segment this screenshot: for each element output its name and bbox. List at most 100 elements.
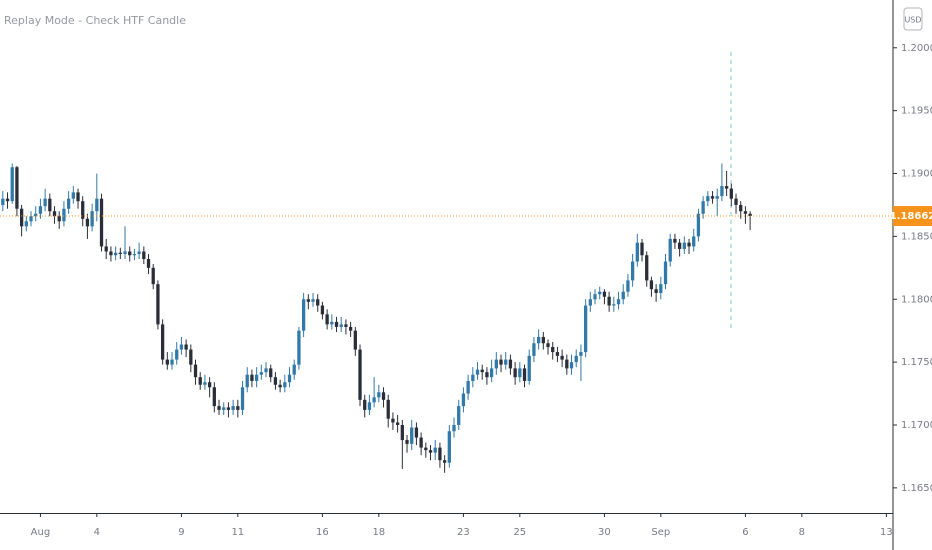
candle-body	[231, 406, 235, 410]
candle-body	[128, 251, 132, 256]
candle-body	[706, 196, 710, 202]
candle-body	[142, 251, 146, 260]
candle-body	[269, 368, 273, 378]
candle-body	[569, 362, 574, 369]
candle-body	[555, 352, 560, 356]
candle-body	[654, 289, 658, 293]
currency-label[interactable]: USD	[904, 16, 921, 25]
candle-body	[311, 299, 315, 302]
candle-body	[677, 242, 682, 249]
candle-body	[466, 380, 470, 394]
x-tick-label: 9	[178, 527, 184, 538]
candle-body	[729, 188, 733, 199]
candle-body	[461, 393, 466, 407]
y-tick-label: 1.18000	[901, 294, 932, 305]
candle-body	[612, 304, 616, 306]
candle-body	[90, 211, 94, 227]
currency-button[interactable]	[903, 7, 923, 31]
candle-body	[734, 198, 738, 205]
candle-body	[710, 196, 715, 199]
candle-body	[57, 216, 61, 222]
x-tick-label: 30	[598, 527, 611, 538]
candle-body	[278, 384, 282, 388]
candle-body	[203, 382, 207, 385]
candle-body	[71, 192, 75, 199]
x-tick-label: 11	[231, 527, 244, 538]
candle-body	[485, 372, 489, 378]
candle-body	[52, 211, 57, 217]
candle-body	[156, 284, 160, 325]
candle-body	[217, 406, 221, 410]
y-tick-label: 1.16500	[901, 483, 932, 494]
candle-body	[189, 349, 193, 365]
candle-body	[104, 246, 108, 252]
candle-body	[348, 326, 353, 331]
candle-body	[10, 167, 14, 202]
x-tick-label: 6	[742, 527, 748, 538]
candle-body	[579, 352, 583, 356]
candle-body	[236, 406, 240, 410]
candle-body	[99, 198, 104, 247]
candle-body	[583, 305, 588, 353]
candle-body	[419, 437, 423, 448]
candle-body	[372, 397, 376, 403]
y-tick-label: 1.19500	[901, 106, 932, 117]
candle-body	[480, 369, 484, 373]
candle-body	[447, 431, 451, 463]
x-tick-label: 8	[799, 527, 805, 538]
candle-body	[541, 336, 545, 344]
x-tick-label: Aug	[31, 527, 51, 538]
candle-body	[635, 242, 639, 262]
candle-body	[301, 299, 306, 331]
candle-body	[146, 259, 151, 268]
candle-body	[673, 238, 677, 243]
candle-body	[607, 296, 611, 306]
candle-body	[287, 374, 292, 383]
candle-body	[724, 186, 729, 189]
candle-body	[687, 242, 691, 247]
candle-body	[137, 251, 141, 254]
candle-body	[320, 305, 325, 315]
candle-body	[165, 359, 169, 365]
candle-body	[475, 369, 480, 375]
candle-body	[24, 221, 28, 227]
y-tick-label: 1.17000	[901, 420, 932, 431]
candle-body	[151, 267, 155, 285]
candle-body	[391, 418, 395, 423]
x-tick-label: Sep	[651, 527, 670, 538]
candle-body	[640, 242, 644, 256]
x-tick-label: 4	[94, 527, 100, 538]
candle-body	[438, 447, 442, 461]
candle-body	[283, 382, 287, 388]
y-tick-label: 1.18500	[901, 231, 932, 242]
candle-body	[588, 299, 592, 306]
candle-body	[240, 387, 245, 410]
candle-body	[504, 359, 508, 365]
candle-body	[198, 377, 202, 385]
candle-body	[395, 422, 400, 425]
candle-body	[457, 406, 461, 425]
candle-body	[34, 213, 38, 217]
candle-body	[560, 355, 564, 360]
candle-body	[334, 321, 339, 327]
candle-body	[250, 374, 254, 381]
candle-body	[175, 349, 179, 360]
candle-body	[386, 399, 390, 419]
candle-body	[381, 392, 386, 400]
candle-body	[720, 186, 724, 197]
candle-body	[264, 368, 268, 373]
candle-body	[76, 192, 80, 202]
candle-body	[536, 336, 541, 344]
candle-body	[692, 236, 696, 247]
candle-body	[66, 198, 71, 209]
candle-body	[489, 368, 494, 378]
candle-body	[522, 368, 527, 381]
candle-body	[43, 198, 47, 207]
candle-body	[1, 198, 5, 205]
x-tick-label: 13	[880, 527, 893, 538]
y-tick-label: 1.17500	[901, 357, 932, 368]
candle-body	[193, 364, 198, 378]
candle-body	[715, 196, 719, 199]
